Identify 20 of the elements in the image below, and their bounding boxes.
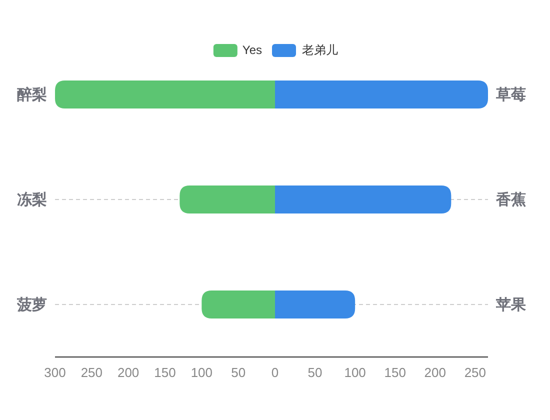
x-tick-label: 150 <box>154 365 176 380</box>
y-tick-label: 醉梨 <box>17 86 47 104</box>
x-tick-label: 200 <box>424 365 446 380</box>
x-tick-label: 100 <box>190 365 213 380</box>
y-tick-label: 冻梨 <box>17 192 47 208</box>
x-tick-label: 0 <box>271 365 279 380</box>
x-tick-label: 300 <box>44 365 66 380</box>
x-tick-label: 250 <box>464 365 486 380</box>
x-tick-label: 50 <box>308 365 322 380</box>
y-tick-label: 香蕉 <box>495 192 526 208</box>
legend-label: 老弟儿 <box>302 43 338 57</box>
legend-label: Yes <box>242 43 262 57</box>
y-tick-label: 苹果 <box>495 296 527 314</box>
y-tick-label: 草莓 <box>495 86 526 104</box>
x-tick-label: 100 <box>344 365 366 380</box>
x-tick-label: 50 <box>231 365 246 380</box>
x-tick-label: 200 <box>117 365 140 380</box>
x-tick-label: 250 <box>80 365 103 380</box>
x-tick-label: 150 <box>384 365 406 380</box>
y-tick-label: 菠萝 <box>16 296 47 314</box>
